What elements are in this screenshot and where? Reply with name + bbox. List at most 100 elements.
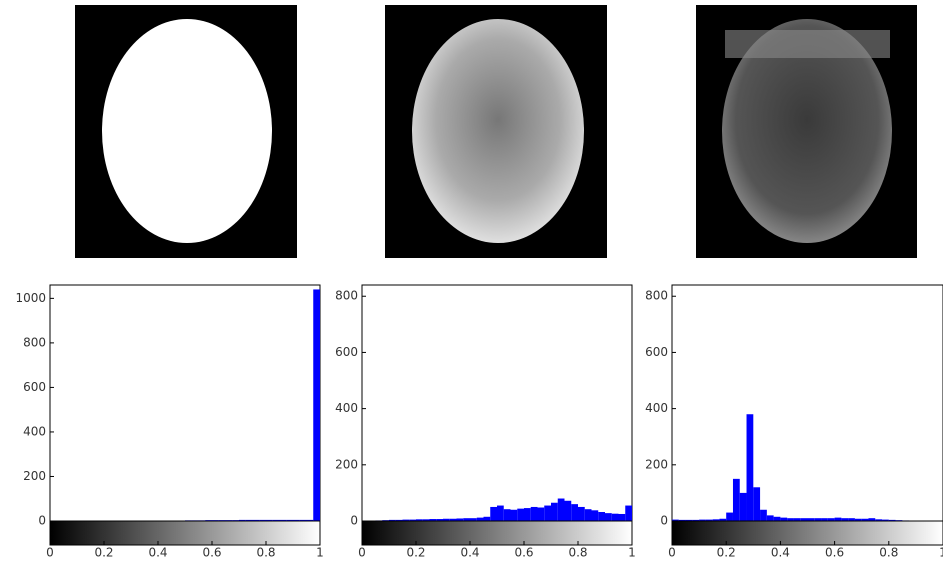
bar <box>678 519 686 521</box>
bar <box>827 518 835 521</box>
bar <box>882 519 889 521</box>
bar <box>861 518 869 521</box>
x-tick-label: 0.4 <box>460 546 479 560</box>
plot-area <box>671 284 943 522</box>
x-tick-label: 0 <box>358 546 366 560</box>
bar <box>252 519 260 521</box>
bar <box>726 512 733 521</box>
x-tick-label: 0 <box>46 546 54 560</box>
bar <box>443 518 450 521</box>
y-tick-label: 400 <box>23 424 46 438</box>
bar <box>476 517 484 521</box>
bar <box>456 518 464 521</box>
bar <box>524 508 531 521</box>
bar <box>389 519 396 521</box>
y-tick-label: 1000 <box>15 291 46 305</box>
x-tick-label: 1 <box>939 546 943 560</box>
bar <box>875 519 883 521</box>
colorbar <box>49 520 321 546</box>
bar <box>753 487 761 521</box>
bar <box>807 518 815 521</box>
bar <box>470 518 477 521</box>
bar <box>557 498 565 521</box>
bar <box>564 500 572 521</box>
y-tick-label: 200 <box>23 469 46 483</box>
x-tick-label: 0.2 <box>717 546 736 560</box>
y-tick-label: 800 <box>335 289 358 303</box>
bar <box>490 506 497 521</box>
bar <box>712 519 720 521</box>
bar <box>503 509 511 521</box>
bar <box>841 518 849 521</box>
bar <box>259 519 266 521</box>
image-panel <box>385 5 607 258</box>
x-tick-label: 0.6 <box>825 546 844 560</box>
image-panel <box>75 5 297 258</box>
bar <box>719 518 727 521</box>
bar <box>598 512 605 521</box>
bar <box>483 516 491 521</box>
bar <box>591 510 599 521</box>
bar <box>584 509 592 521</box>
y-tick-label: 0 <box>38 514 46 528</box>
bar <box>293 519 300 521</box>
bar <box>245 519 253 521</box>
bar <box>605 513 612 521</box>
bar <box>854 518 862 521</box>
x-tick-label: 1 <box>316 546 324 560</box>
bar <box>780 517 788 521</box>
bar <box>821 518 828 521</box>
bar <box>463 518 470 521</box>
bar <box>699 519 706 521</box>
bar <box>497 505 504 521</box>
bar <box>266 519 273 521</box>
bar <box>888 519 896 521</box>
bar <box>692 519 700 521</box>
bar <box>814 518 822 521</box>
y-tick-label: 0 <box>350 514 358 528</box>
y-tick-label: 200 <box>645 457 668 471</box>
x-tick-label: 0.4 <box>771 546 790 560</box>
x-tick-label: 0.6 <box>202 546 221 560</box>
bar <box>530 506 538 521</box>
y-tick-label: 800 <box>23 335 46 349</box>
bar <box>544 505 551 521</box>
bar <box>672 519 679 521</box>
bar <box>705 519 713 521</box>
bar <box>537 507 545 521</box>
bar <box>787 518 794 521</box>
x-tick-label: 0.4 <box>148 546 167 560</box>
bar <box>800 518 808 521</box>
y-tick-label: 400 <box>335 401 358 415</box>
bar <box>395 519 403 521</box>
x-tick-label: 0.8 <box>256 546 275 560</box>
bar <box>436 519 443 521</box>
bar <box>618 513 626 521</box>
x-tick-label: 0 <box>668 546 676 560</box>
bar <box>429 519 437 521</box>
bar <box>551 502 558 521</box>
bar <box>773 516 781 521</box>
x-tick-label: 0.2 <box>406 546 425 560</box>
bar <box>739 492 747 521</box>
bar <box>746 414 754 521</box>
bar <box>416 519 423 521</box>
y-tick-label: 0 <box>660 514 668 528</box>
x-tick-label: 0.6 <box>514 546 533 560</box>
bar <box>760 509 767 521</box>
bar <box>834 517 842 521</box>
bar <box>571 504 578 521</box>
y-tick-label: 400 <box>645 401 668 415</box>
bar <box>279 519 287 521</box>
y-tick-label: 600 <box>335 345 358 359</box>
bar <box>422 519 430 521</box>
bar <box>409 519 416 521</box>
bar <box>449 518 457 521</box>
bar <box>510 509 518 521</box>
x-tick-label: 0.8 <box>879 546 898 560</box>
bar <box>517 508 524 521</box>
bar <box>848 518 855 521</box>
bar <box>286 519 293 521</box>
